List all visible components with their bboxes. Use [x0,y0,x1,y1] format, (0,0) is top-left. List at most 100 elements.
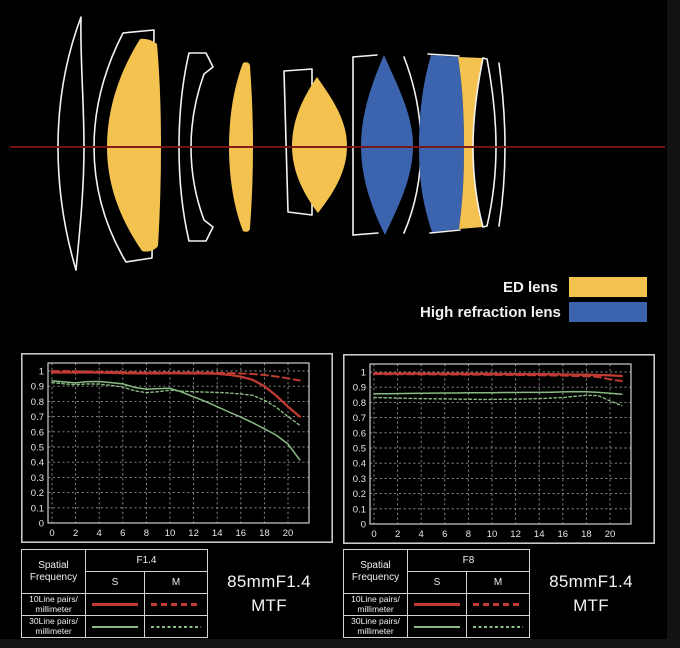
series-10line-pairs-millimeter-s [50,371,301,418]
y-tick-label: 0 [361,520,366,531]
lens-element-7-ed-lens [458,57,483,229]
meridional-line-cell [466,615,530,638]
x-tick-label: 20 [605,529,616,540]
lens-element-7-bracket-bottom [429,229,461,234]
series-30line-pairs-millimeter-s [51,380,301,461]
y-tick-label: 0.1 [31,503,44,514]
x-tick-label: 4 [419,529,424,540]
meridional-line-cell [466,593,530,616]
legend-swatch-ed-lens [569,277,647,297]
x-tick-label: 8 [144,528,149,539]
mtf-caption-left-line2: MTF [251,595,287,615]
lens-element-3-meniscus [178,52,214,242]
x-tick-label: 0 [49,528,54,539]
y-tick-label: 0.8 [353,398,366,409]
mtf-table-f1-4: Spatial Frequency F1.4 S M 10Line pairs/milli… [21,549,208,638]
y-tick-label: 1 [39,367,44,378]
lens-element-7-bracket-top [427,53,460,57]
y-tick-label: 0.9 [353,383,366,394]
legend-row-high-refraction: High refraction lens [420,302,647,322]
spatial-frequency-header-cell: Spatial Frequency [343,549,408,594]
photo-edge-right [667,0,680,648]
meridional-line-cell [144,593,208,616]
column-header-s: S [85,571,145,594]
line-style-sample-solid [91,625,139,628]
row-label-cell: 10Line pairs/millimeter [21,593,86,616]
aperture-header-cell: F1.4 [85,549,208,572]
row-label-cell: 30Line pairs/millimeter [343,615,408,638]
chart-axes-box [47,362,310,524]
line-style-sample-solid [413,603,461,606]
column-header-s: S [407,571,467,594]
x-tick-label: 12 [188,528,199,539]
legend-row-ed: ED lens [420,277,647,297]
mtf-caption-right-line2: MTF [573,595,609,615]
series-10line-pairs-millimeter-s [372,372,623,378]
meridional-line-cell [144,615,208,638]
y-tick-label: 0.8 [31,397,44,408]
line-style-sample-solid [413,625,461,628]
x-tick-label: 20 [283,528,294,539]
aperture-header-cell: F8 [407,549,530,572]
x-tick-label: 14 [212,528,223,539]
x-tick-label: 16 [236,528,247,539]
y-tick-label: 0.1 [353,504,366,515]
x-tick-label: 12 [510,529,521,540]
series-30line-pairs-millimeter-m [373,394,623,407]
x-tick-label: 6 [120,528,125,539]
x-tick-label: 18 [581,529,592,540]
y-tick-label: 0.9 [31,382,44,393]
x-tick-label: 8 [466,529,471,540]
lens-diagram [10,16,665,271]
lens-element-1-meniscus [57,16,85,271]
mtf-chart-f8: 1 0.9 0.8 0.7 0.6 0.5 0.4 0.3 0.2 0.1 0 0 2 4 6 8 10 12 14… [343,354,655,544]
legend-label-high-refraction-lens: High refraction lens [420,303,561,321]
y-tick-label: 0.5 [353,444,366,455]
x-tick-label: 18 [259,528,270,539]
y-tick-label: 0.4 [31,458,44,469]
mtf-caption-left: 85mmF1.4 MTF [204,570,334,618]
sagittal-line-cell [85,593,145,616]
spatial-frequency-header-cell: Spatial Frequency [21,549,86,594]
lens-element-7-hr-lens [419,55,464,232]
line-style-sample-fine-dashed [473,625,523,628]
y-tick-label: 0.4 [353,459,366,470]
legend-label-ed-lens: ED lens [502,278,558,296]
sagittal-line-cell [407,615,467,638]
line-style-sample-dashed [151,603,201,606]
x-tick-label: 2 [73,528,78,539]
line-style-sample-dashed [473,603,523,606]
lens-element-6-hr-lens [361,55,413,235]
lens-legend: ED lens High refraction lens [420,277,647,327]
mtf-caption-left-line1: 85mmF1.4 [227,572,311,591]
spatial-frequency-table: Spatial Frequency F8 S M 10Line pairs/millime… [343,549,530,638]
lens-element-2-ed-lens [107,38,161,252]
y-tick-label: 0 [39,519,44,530]
x-tick-label: 10 [487,529,498,540]
x-tick-label: 14 [534,529,545,540]
line-style-sample-solid [91,603,139,606]
x-tick-label: 4 [97,528,102,539]
chart-outer-frame [21,353,333,543]
series-30line-pairs-millimeter-s [373,390,623,396]
chart-axes-box [369,363,632,525]
series-10line-pairs-millimeter-m [51,370,301,382]
y-tick-label: 0.2 [353,489,366,500]
sagittal-line-cell [85,615,145,638]
mtf-caption-right: 85mmF1.4 MTF [526,570,656,618]
x-tick-label: 6 [442,529,447,540]
x-tick-label: 2 [395,529,400,540]
mtf-plot-f1-4: 1 0.9 0.8 0.7 0.6 0.5 0.4 0.3 0.2 0.1 00 2 4 6 8 10 12 14… [21,353,333,543]
y-tick-label: 0.6 [353,428,366,439]
y-tick-label: 0.6 [31,427,44,438]
y-tick-label: 0.5 [31,443,44,454]
y-tick-label: 0.3 [31,473,44,484]
lens-element-7-rear-arc [498,62,506,227]
chart-outer-frame [343,354,655,544]
spatial-frequency-table: Spatial Frequency F1.4 S M 10Line pairs/milli… [21,549,208,638]
sagittal-line-cell [407,593,467,616]
lens-element-7-rear-meniscus [472,57,497,228]
mtf-caption-right-line1: 85mmF1.4 [549,572,633,591]
x-tick-label: 10 [165,528,176,539]
mtf-plot-f8: 1 0.9 0.8 0.7 0.6 0.5 0.4 0.3 0.2 0.1 00 2 4 6 8 10 12 14… [343,354,655,544]
